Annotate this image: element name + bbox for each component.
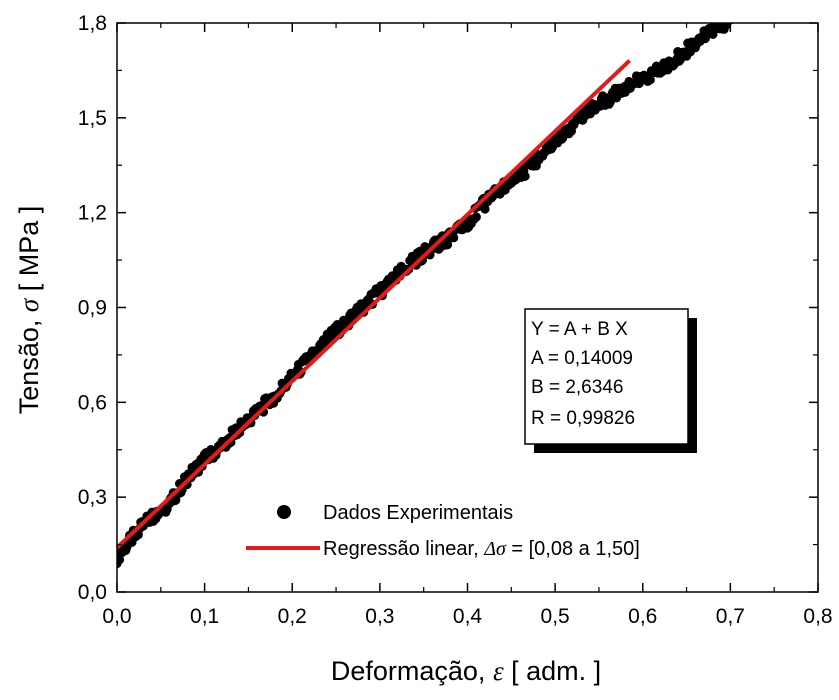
axis-ticks: 0,0 0,1 0,2 0,3 0,4 0,5 0,6 0,7 0,8 0,0 0,3 0,6 0,9 1…	[78, 12, 833, 628]
data-point	[723, 11, 732, 20]
fit-box	[524, 308, 689, 445]
legend-marker-scatter	[277, 505, 291, 519]
data-point	[322, 334, 332, 344]
x-tick-label: 0,6	[628, 605, 657, 628]
x-tick-label: 0,3	[365, 605, 394, 628]
data-point	[515, 170, 525, 180]
x-tick-label: 0,1	[190, 605, 219, 628]
data-point	[638, 75, 648, 85]
legend-label-line: Regressão linear, Δσ = [0,08 a 1,50]	[323, 538, 640, 560]
y-tick-label: 0,6	[78, 391, 107, 414]
data-point	[117, 552, 122, 562]
legend: Dados Experimentais Regressão linear, Δσ…	[246, 502, 640, 560]
data-point	[690, 37, 700, 47]
data-point	[471, 212, 481, 222]
data-point	[550, 135, 560, 145]
regression-line-group	[115, 59, 631, 550]
x-axis-title: Deformação, ε [ adm. ]	[331, 656, 601, 686]
fit-param-r: R = 0,99826	[531, 408, 635, 429]
y-tick-label: 0,9	[78, 297, 107, 320]
x-tick-label: 0,4	[453, 605, 483, 628]
data-point	[585, 103, 595, 113]
y-tick-label: 0,3	[78, 486, 107, 509]
data-point	[462, 217, 473, 227]
x-tick-label: 0,5	[541, 605, 570, 628]
data-point	[340, 318, 350, 328]
data-point	[727, 23, 732, 24]
fit-param-a: A = 0,14009	[531, 348, 633, 369]
x-tick-label: 0,8	[803, 605, 832, 628]
y-tick-label: 1,2	[78, 202, 107, 225]
fit-parameters-box: Y = A + B X A = 0,14009 B = 2,6346 R = 0…	[524, 308, 697, 453]
data-point	[645, 75, 655, 85]
regression-line	[115, 59, 631, 550]
legend-label-scatter: Dados Experimentais	[323, 502, 513, 524]
x-tick-label: 0,7	[716, 605, 745, 628]
y-tick-label: 0,0	[78, 581, 107, 604]
data-point	[603, 94, 613, 104]
data-point	[533, 154, 543, 164]
data-point	[568, 119, 578, 129]
fit-param-b: B = 2,6346	[531, 377, 623, 398]
data-point	[722, 23, 732, 30]
data-point	[708, 24, 718, 34]
data-point	[673, 53, 683, 63]
x-tick-label: 0,0	[102, 605, 131, 628]
y-tick-label: 1,5	[78, 107, 107, 130]
y-tick-label: 1,8	[78, 12, 107, 35]
data-point	[620, 81, 630, 91]
y-axis-title: Tensão, σ [ MPa ]	[14, 206, 44, 414]
fit-equation: Y = A + B X	[531, 319, 628, 340]
data-point	[655, 65, 665, 75]
x-tick-label: 0,2	[278, 605, 307, 628]
scatter-points	[117, 11, 734, 569]
